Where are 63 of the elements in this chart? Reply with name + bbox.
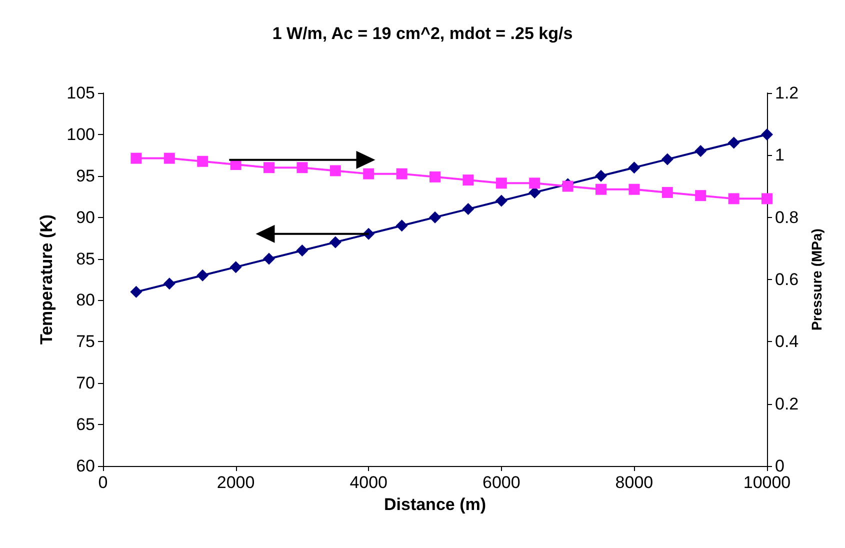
x-axis-title: Distance (m): [384, 495, 486, 514]
y-tick-label: 60: [76, 456, 95, 476]
point: [396, 220, 408, 232]
point: [495, 194, 508, 207]
x-tick-label: 4000: [350, 473, 388, 492]
point: [562, 180, 574, 192]
y-axis-title: Temperature (K): [37, 214, 56, 345]
y-tick-label: 75: [76, 332, 95, 352]
point: [695, 190, 706, 202]
y-tick-label: 65: [76, 415, 95, 434]
point: [728, 193, 740, 204]
x-tick-label: 2000: [216, 473, 255, 492]
y2-tick-label: 0.8: [775, 208, 799, 227]
point: [130, 286, 142, 298]
point: [363, 168, 374, 180]
y-tick-label: 105: [66, 84, 95, 102]
y2-tick-label: 0.6: [775, 270, 799, 289]
point: [296, 162, 308, 174]
point: [263, 252, 275, 265]
point: [429, 211, 441, 224]
y2-tick-label: 0.4: [775, 332, 799, 352]
y-tick-label: 70: [76, 374, 95, 393]
point: [728, 136, 740, 149]
y-tick-label: 80: [76, 290, 95, 310]
point: [496, 178, 507, 189]
x-tick-label: 6000: [482, 473, 520, 492]
y2-tick-label: 0.2: [775, 394, 799, 414]
y-tick-label: 85: [76, 249, 95, 268]
point: [661, 153, 674, 166]
y2-axis-title: Pressure (MPa): [808, 228, 825, 330]
point: [662, 186, 673, 198]
chart-title: 1 W/m, Ac = 19 cm^2, mdot = .25 kg/s: [272, 24, 573, 43]
point: [430, 171, 440, 182]
y2-tick-label: 1.2: [775, 84, 799, 102]
point: [330, 165, 341, 176]
point: [529, 178, 540, 189]
point: [628, 162, 640, 174]
point: [164, 152, 175, 164]
y2-tick-label: 0: [775, 456, 784, 476]
point: [694, 145, 707, 158]
x-tick-label: 0: [98, 473, 108, 492]
point: [762, 193, 772, 204]
point: [329, 236, 342, 248]
point: [396, 168, 408, 180]
point: [596, 184, 606, 195]
point: [462, 174, 474, 186]
point: [264, 162, 274, 174]
point: [628, 184, 640, 195]
point: [196, 269, 209, 282]
y2-tick-label: 1: [775, 146, 784, 165]
point: [296, 244, 308, 256]
point: [197, 156, 208, 167]
y-tick-label: 90: [76, 208, 95, 227]
point: [462, 203, 474, 216]
y-tick-label: 95: [76, 166, 95, 186]
y-tick-label: 100: [66, 124, 95, 144]
point: [595, 170, 607, 182]
point: [130, 152, 142, 164]
x-tick-label: 10000: [743, 473, 791, 492]
point: [230, 261, 242, 274]
point: [163, 278, 176, 290]
x-tick-label: 8000: [615, 473, 654, 492]
point: [761, 128, 773, 140]
